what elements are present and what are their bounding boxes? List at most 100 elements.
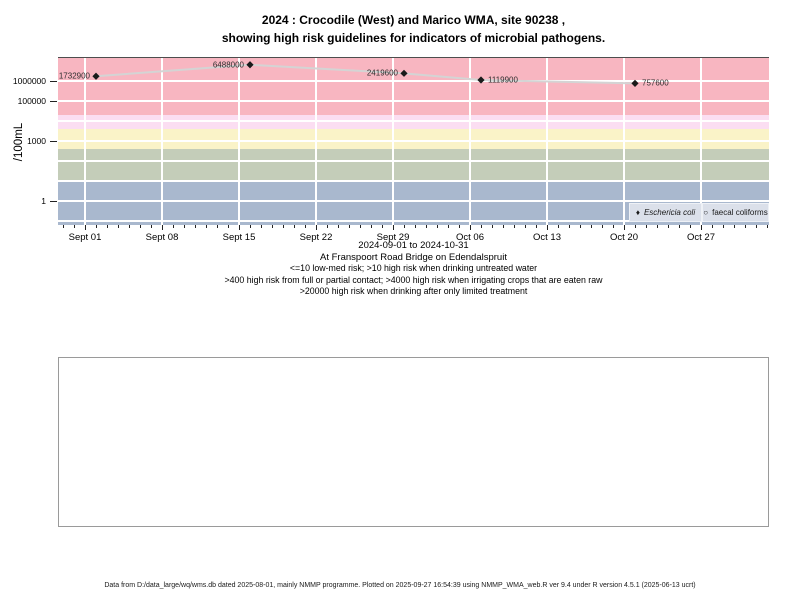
- x-minor-tick: [481, 225, 482, 228]
- h-gridline: [58, 200, 769, 202]
- x-minor-tick: [283, 225, 284, 228]
- x-minor-tick: [327, 225, 328, 228]
- x-major-tick: [316, 225, 317, 230]
- caption-block: 2024-09-01 to 2024-10-31 At Franspoort R…: [58, 240, 769, 298]
- plot-top-border: [58, 57, 769, 58]
- v-gridline: [623, 57, 625, 225]
- y-tick-label: 1000: [27, 136, 46, 146]
- x-tick-label: Sept 15: [222, 232, 256, 243]
- x-tick-label: Sept 08: [145, 232, 179, 243]
- x-minor-tick: [294, 225, 295, 228]
- x-minor-tick: [591, 225, 592, 228]
- x-major-tick: [701, 225, 702, 230]
- data-point-value-label: 1732900: [58, 71, 90, 81]
- h-gridline: [58, 120, 769, 122]
- x-minor-tick: [459, 225, 460, 228]
- risk-band-20000: [58, 57, 769, 115]
- y-tick: [50, 100, 57, 102]
- x-minor-tick: [404, 225, 405, 228]
- x-tick-label: Oct 20: [610, 232, 638, 243]
- h-gridline: [58, 180, 769, 182]
- v-gridline: [84, 57, 86, 225]
- guideline-line-3: >20000 high risk when drinking after onl…: [299, 286, 528, 296]
- v-gridline: [392, 57, 394, 225]
- x-major-tick: [239, 225, 240, 230]
- x-minor-tick: [756, 225, 757, 228]
- data-point-diamond: [92, 72, 100, 80]
- x-minor-tick: [360, 225, 361, 228]
- x-minor-tick: [107, 225, 108, 228]
- h-gridline: [58, 160, 769, 162]
- x-minor-tick: [272, 225, 273, 228]
- x-major-tick: [393, 225, 394, 230]
- x-minor-tick: [679, 225, 680, 228]
- x-minor-tick: [140, 225, 141, 228]
- x-axis-date-range-label: 2024-09-01 to 2024-10-31: [358, 240, 469, 251]
- h-gridline: [58, 100, 769, 102]
- v-gridline: [161, 57, 163, 225]
- x-minor-tick: [228, 225, 229, 228]
- x-minor-tick: [525, 225, 526, 228]
- x-minor-tick: [657, 225, 658, 228]
- y-tick: [50, 80, 57, 82]
- x-minor-tick: [712, 225, 713, 228]
- v-gridline: [546, 57, 548, 225]
- x-minor-tick: [129, 225, 130, 228]
- x-tick-label: Oct 06: [456, 232, 484, 243]
- h-gridline: [58, 80, 769, 82]
- footer-provenance-note: Data from D:/data_large/wq/wms.db dated …: [104, 582, 696, 589]
- data-point-value-label: 2419600: [366, 68, 398, 78]
- x-minor-tick: [437, 225, 438, 228]
- x-minor-tick: [492, 225, 493, 228]
- x-minor-tick: [668, 225, 669, 228]
- y-tick-label: 100000: [17, 96, 46, 106]
- x-minor-tick: [250, 225, 251, 228]
- x-minor-tick: [558, 225, 559, 228]
- chart-title-line2: showing high risk guidelines for indicat…: [221, 31, 606, 45]
- legend-item-escherichia-coli: ♦ Eschericia coli: [629, 203, 702, 222]
- x-tick-label: Oct 13: [533, 232, 561, 243]
- guideline-line-1: <=10 low-med risk; >10 high risk when dr…: [289, 263, 538, 273]
- chart-title-line1: 2024 : Crocodile (West) and Marico WMA, …: [261, 13, 566, 27]
- x-minor-tick: [371, 225, 372, 228]
- x-minor-tick: [734, 225, 735, 228]
- x-major-tick: [162, 225, 163, 230]
- x-minor-tick: [690, 225, 691, 228]
- h-gridline: [58, 220, 769, 222]
- v-gridline: [315, 57, 317, 225]
- guideline-line-2: >400 high risk from full or partial cont…: [224, 274, 603, 285]
- open-circle-marker-icon: ○: [703, 208, 709, 217]
- x-minor-tick: [118, 225, 119, 228]
- v-gridline: [469, 57, 471, 225]
- legend-label: Eschericia coli: [643, 208, 696, 217]
- y-tick: [50, 140, 57, 142]
- x-minor-tick: [503, 225, 504, 228]
- x-minor-tick: [184, 225, 185, 228]
- risk-band-400: [58, 128, 769, 149]
- x-minor-tick: [646, 225, 647, 228]
- series-line: [95, 63, 636, 85]
- x-minor-tick: [426, 225, 427, 228]
- y-tick-label: 1000000: [12, 76, 46, 86]
- x-minor-tick: [195, 225, 196, 228]
- data-point-diamond: [246, 61, 254, 69]
- x-minor-tick: [613, 225, 614, 228]
- x-minor-tick: [206, 225, 207, 228]
- x-minor-tick: [723, 225, 724, 228]
- x-minor-tick: [217, 225, 218, 228]
- filled-diamond-marker-icon: ♦: [635, 208, 640, 217]
- x-minor-tick: [305, 225, 306, 228]
- y-tick-label: 1: [41, 196, 46, 206]
- x-major-tick: [85, 225, 86, 230]
- x-minor-tick: [74, 225, 75, 228]
- x-minor-tick: [151, 225, 152, 228]
- empty-panel: [58, 357, 769, 527]
- x-minor-tick: [63, 225, 64, 228]
- x-major-tick: [547, 225, 548, 230]
- v-gridline: [700, 57, 702, 225]
- x-minor-tick: [569, 225, 570, 228]
- x-tick-label: Sept 22: [299, 232, 333, 243]
